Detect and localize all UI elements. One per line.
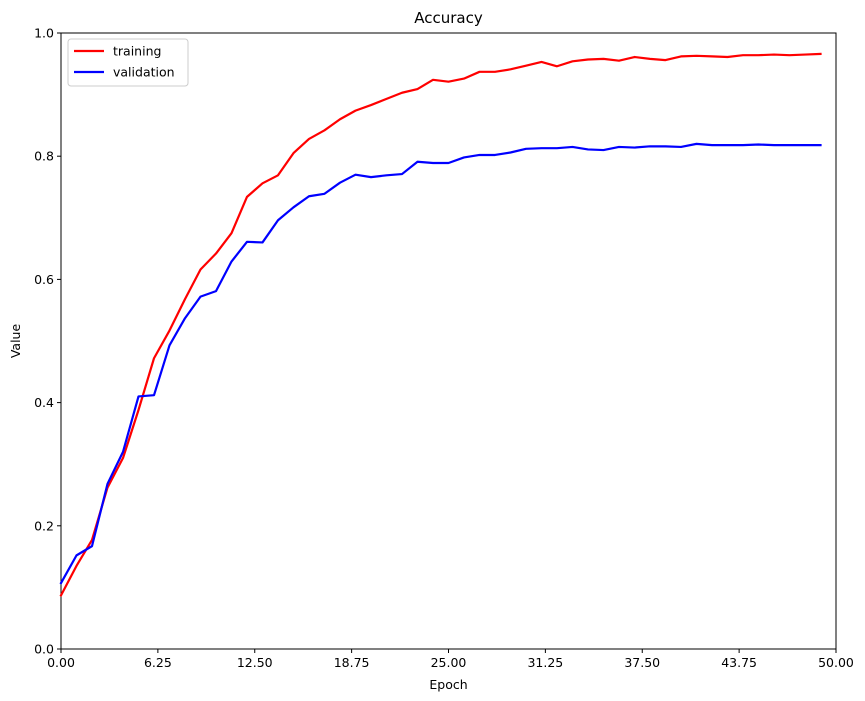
- y-tick-label: 0.2: [34, 518, 54, 533]
- x-tick-label: 25.00: [431, 655, 467, 670]
- x-tick-label: 18.75: [334, 655, 370, 670]
- x-tick-label: 43.75: [721, 655, 757, 670]
- x-axis-label: Epoch: [429, 677, 467, 692]
- x-axis: 0.00 6.25 12.50 18.75 25.00 31.25 37.50 43.75 50…: [47, 649, 854, 670]
- x-tick-label: 0.00: [47, 655, 75, 670]
- y-tick-label: 0.4: [34, 395, 54, 410]
- chart-title: Accuracy: [414, 9, 483, 27]
- y-tick-label: 0.0: [34, 642, 54, 657]
- legend-label-validation: validation: [113, 65, 175, 80]
- series-line-validation: [59, 142, 822, 585]
- y-axis-label: Value: [8, 324, 23, 359]
- y-tick-label: 1.0: [34, 26, 54, 41]
- x-tick-label: 50.00: [818, 655, 854, 670]
- x-tick-label: 12.50: [237, 655, 273, 670]
- y-axis: 0.0 0.2 0.4 0.6 0.8 1.0: [34, 26, 61, 657]
- x-tick-label: 31.25: [527, 655, 563, 670]
- series-line-training: [59, 52, 822, 597]
- y-tick-label: 0.8: [34, 149, 54, 164]
- x-tick-label: 37.50: [624, 655, 660, 670]
- series-layer: [59, 52, 822, 597]
- y-tick-label: 0.6: [34, 272, 54, 287]
- legend: training validation: [67, 38, 189, 87]
- x-tick-label: 6.25: [144, 655, 172, 670]
- legend-label-training: training: [113, 44, 161, 59]
